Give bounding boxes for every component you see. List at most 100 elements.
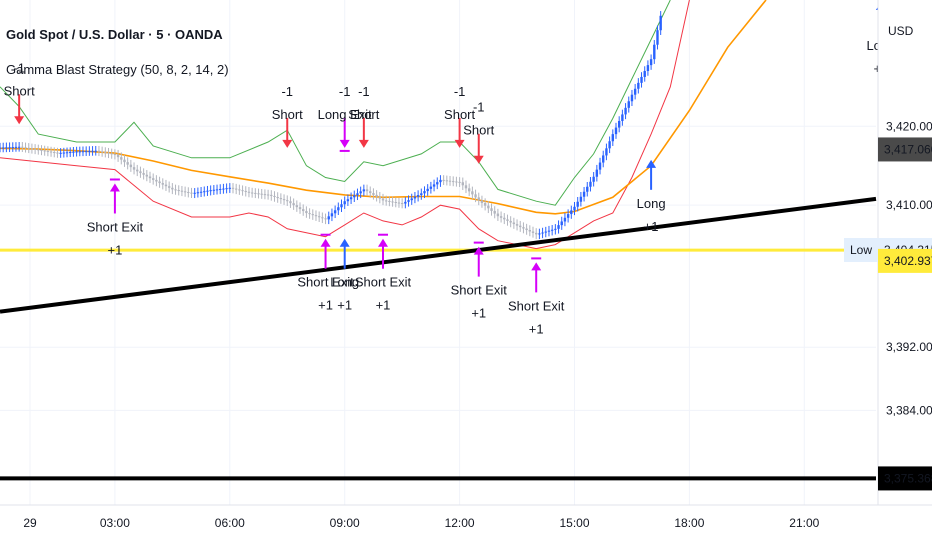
- candle-body: [27, 147, 30, 149]
- candle-body: [432, 184, 436, 187]
- candle-body: [177, 190, 180, 192]
- signal-label: +1: [337, 298, 352, 313]
- candle-body: [349, 197, 353, 200]
- candle-body: [91, 150, 94, 152]
- candle-body: [238, 189, 241, 191]
- currency-label[interactable]: USD: [888, 24, 914, 38]
- candle-body: [116, 154, 120, 158]
- candle-body: [161, 183, 164, 185]
- candle-body: [107, 152, 110, 154]
- candle-body: [557, 225, 560, 229]
- candle-body: [11, 147, 14, 149]
- candle-body: [394, 202, 397, 203]
- candle-body: [241, 190, 244, 192]
- signal-label: +1: [107, 242, 122, 257]
- signal-exit-bar: [473, 241, 484, 244]
- candle-body: [621, 114, 624, 121]
- candle-body: [43, 150, 46, 152]
- candle-body: [250, 192, 254, 194]
- candle-body: [215, 189, 219, 191]
- signal-arrow-head: [14, 116, 25, 125]
- time-axis[interactable]: 29 03:00 06:00 09:00 12:00 15:00 18:00 21:00: [0, 504, 932, 530]
- candle-body: [410, 198, 413, 201]
- signal-short-exit: Short Exit +1: [297, 233, 354, 313]
- indicator-legend[interactable]: Gamma Blast Strategy (50, 8, 2, 14, 2): [6, 62, 229, 77]
- signal-label: Short: [348, 107, 379, 122]
- price-tick-label: 3,410.000: [886, 198, 932, 212]
- candle-body: [321, 217, 324, 219]
- candle-body: [375, 194, 378, 197]
- price-tag-label: 3,375.368: [884, 471, 932, 485]
- signal-label: +1: [529, 321, 544, 336]
- candle-body: [8, 147, 11, 149]
- candle-body: [126, 162, 129, 165]
- candle-body: [509, 220, 512, 223]
- candle-body: [653, 44, 656, 60]
- price-tag-bg: [878, 137, 932, 162]
- signal-long-exit: -1 Long Exit: [318, 84, 372, 152]
- candle-body: [81, 151, 85, 153]
- candle-body: [104, 152, 107, 154]
- candle-body: [480, 200, 484, 204]
- candle-body: [180, 190, 184, 192]
- candle-body: [359, 191, 362, 194]
- candle-body: [630, 94, 634, 102]
- candle-body: [324, 218, 327, 220]
- signal-arrow-head: [320, 238, 331, 247]
- candle-body: [461, 182, 464, 186]
- signal-short: -1 Short: [463, 100, 495, 164]
- price-tick-label: 3,392.000: [886, 340, 932, 354]
- candle-body: [528, 230, 532, 232]
- candle-body: [333, 210, 337, 214]
- candle-body: [46, 150, 50, 152]
- candle-body: [531, 231, 535, 233]
- candle-body: [171, 187, 174, 190]
- candle-body: [100, 151, 104, 153]
- candle-body: [598, 162, 602, 170]
- price-tick-label: 3,420.000: [886, 119, 932, 133]
- price-tag-label: 3,402.937: [884, 254, 932, 268]
- candle-body: [21, 146, 24, 148]
- candle-body: [416, 195, 420, 197]
- candle-body: [132, 167, 136, 170]
- candle-body: [69, 152, 72, 154]
- candle-body: [247, 191, 251, 193]
- candle-body: [120, 157, 123, 160]
- signal-label: -1: [454, 84, 466, 99]
- candle-body: [199, 191, 203, 193]
- candle-body: [483, 203, 487, 206]
- candle-body: [84, 151, 88, 153]
- price-axis[interactable]: 3,420.000 3,410.000 3,392.000 3,384.000 3,41…: [844, 0, 932, 550]
- candle-body: [554, 228, 557, 230]
- candle-body: [404, 201, 407, 204]
- candle-body: [614, 127, 618, 135]
- candle-body: [59, 152, 62, 154]
- candle-body: [356, 193, 359, 196]
- candle-body: [190, 192, 193, 194]
- lower-band-line: [0, 0, 690, 250]
- candle-body: [263, 194, 267, 196]
- candle-body: [314, 215, 318, 217]
- symbol-title[interactable]: Gold Spot / U.S. Dollar · 5 · OANDA: [6, 27, 223, 42]
- signal-label: Short: [4, 83, 35, 98]
- signal-short: -1 Short: [4, 60, 35, 125]
- candle-body: [595, 169, 599, 177]
- candle-body: [340, 204, 343, 208]
- candle-body: [535, 232, 538, 235]
- candle-body: [225, 188, 228, 190]
- candle-body: [372, 193, 375, 195]
- signal-label: Short Exit: [297, 275, 354, 290]
- candle-body: [586, 186, 589, 192]
- candle-body: [439, 179, 442, 183]
- candle-body: [378, 196, 382, 199]
- candle-body: [231, 187, 235, 189]
- candle-body: [308, 213, 311, 215]
- candle-body: [455, 181, 458, 183]
- candle-body: [365, 189, 369, 192]
- candle-body: [640, 76, 643, 83]
- signal-arrow-head: [339, 238, 350, 247]
- candle-body: [646, 65, 650, 72]
- signal-label: Short Exit: [451, 283, 508, 298]
- candle-body: [362, 189, 366, 192]
